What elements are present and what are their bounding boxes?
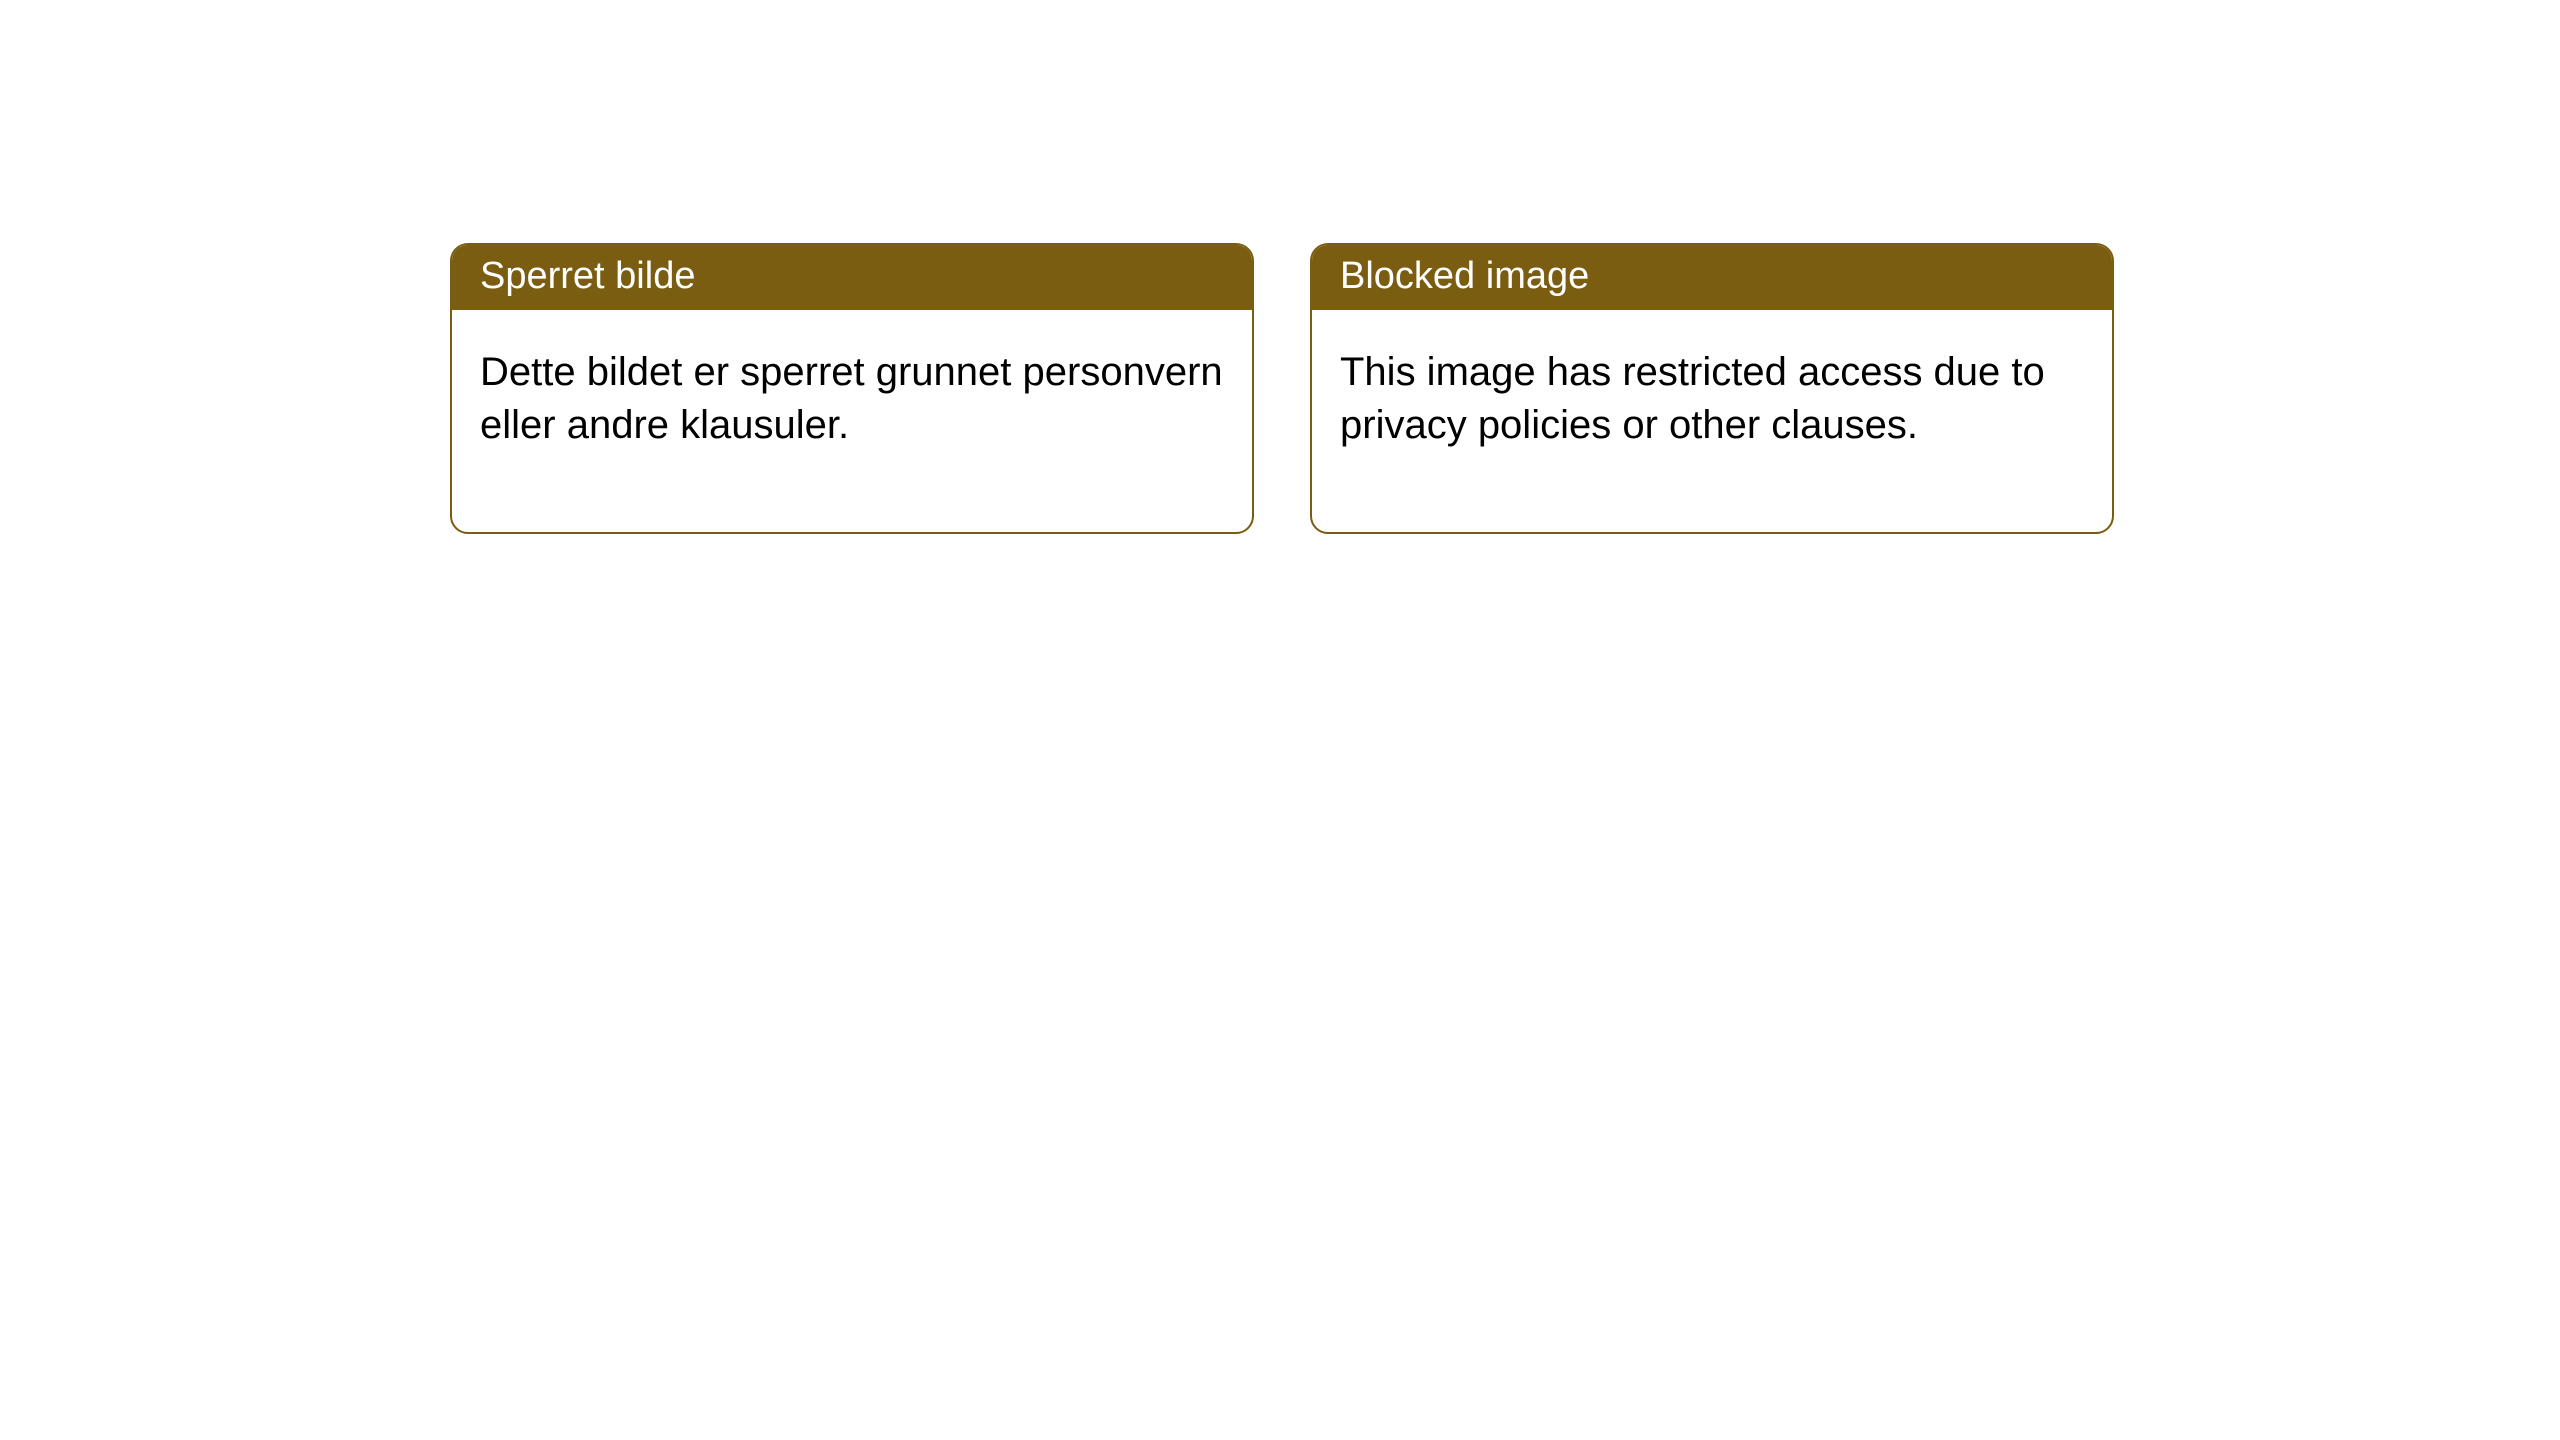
notice-container: Sperret bilde Dette bildet er sperret gr… [0, 0, 2560, 534]
notice-body: Dette bildet er sperret grunnet personve… [452, 310, 1252, 532]
notice-body: This image has restricted access due to … [1312, 310, 2112, 532]
notice-card-english: Blocked image This image has restricted … [1310, 243, 2114, 534]
notice-header: Sperret bilde [452, 245, 1252, 310]
notice-card-norwegian: Sperret bilde Dette bildet er sperret gr… [450, 243, 1254, 534]
notice-header: Blocked image [1312, 245, 2112, 310]
